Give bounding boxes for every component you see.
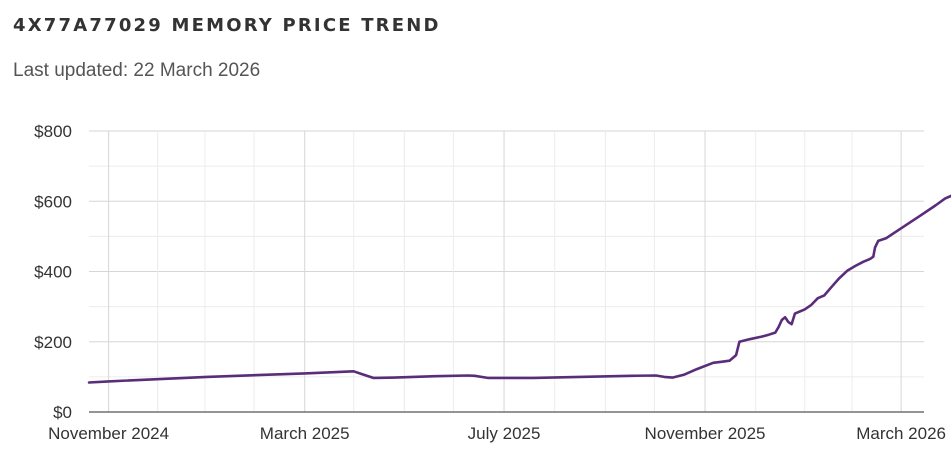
x-tick-label: March 2026 — [856, 424, 946, 443]
y-tick-label: $400 — [34, 263, 72, 282]
x-tick-label: November 2025 — [645, 424, 766, 443]
y-tick-label: $200 — [34, 333, 72, 352]
x-tick-label: March 2025 — [260, 424, 350, 443]
y-tick-label: $800 — [34, 122, 72, 141]
y-tick-label: $600 — [34, 192, 72, 211]
axis-layer: $0 $200 $400 $600 $800 November 2024 March 202… — [34, 122, 946, 443]
chart-subtitle: Last updated: 22 March 2026 — [13, 60, 261, 81]
grid-layer — [89, 130, 924, 412]
series-line — [87, 194, 951, 384]
x-tick-label: July 2025 — [468, 424, 541, 443]
y-tick-label: $0 — [53, 403, 72, 422]
series-layer — [87, 194, 951, 384]
chart-title: 4X77A77029 MEMORY PRICE TREND — [13, 15, 441, 36]
x-tick-label: November 2024 — [48, 424, 169, 443]
